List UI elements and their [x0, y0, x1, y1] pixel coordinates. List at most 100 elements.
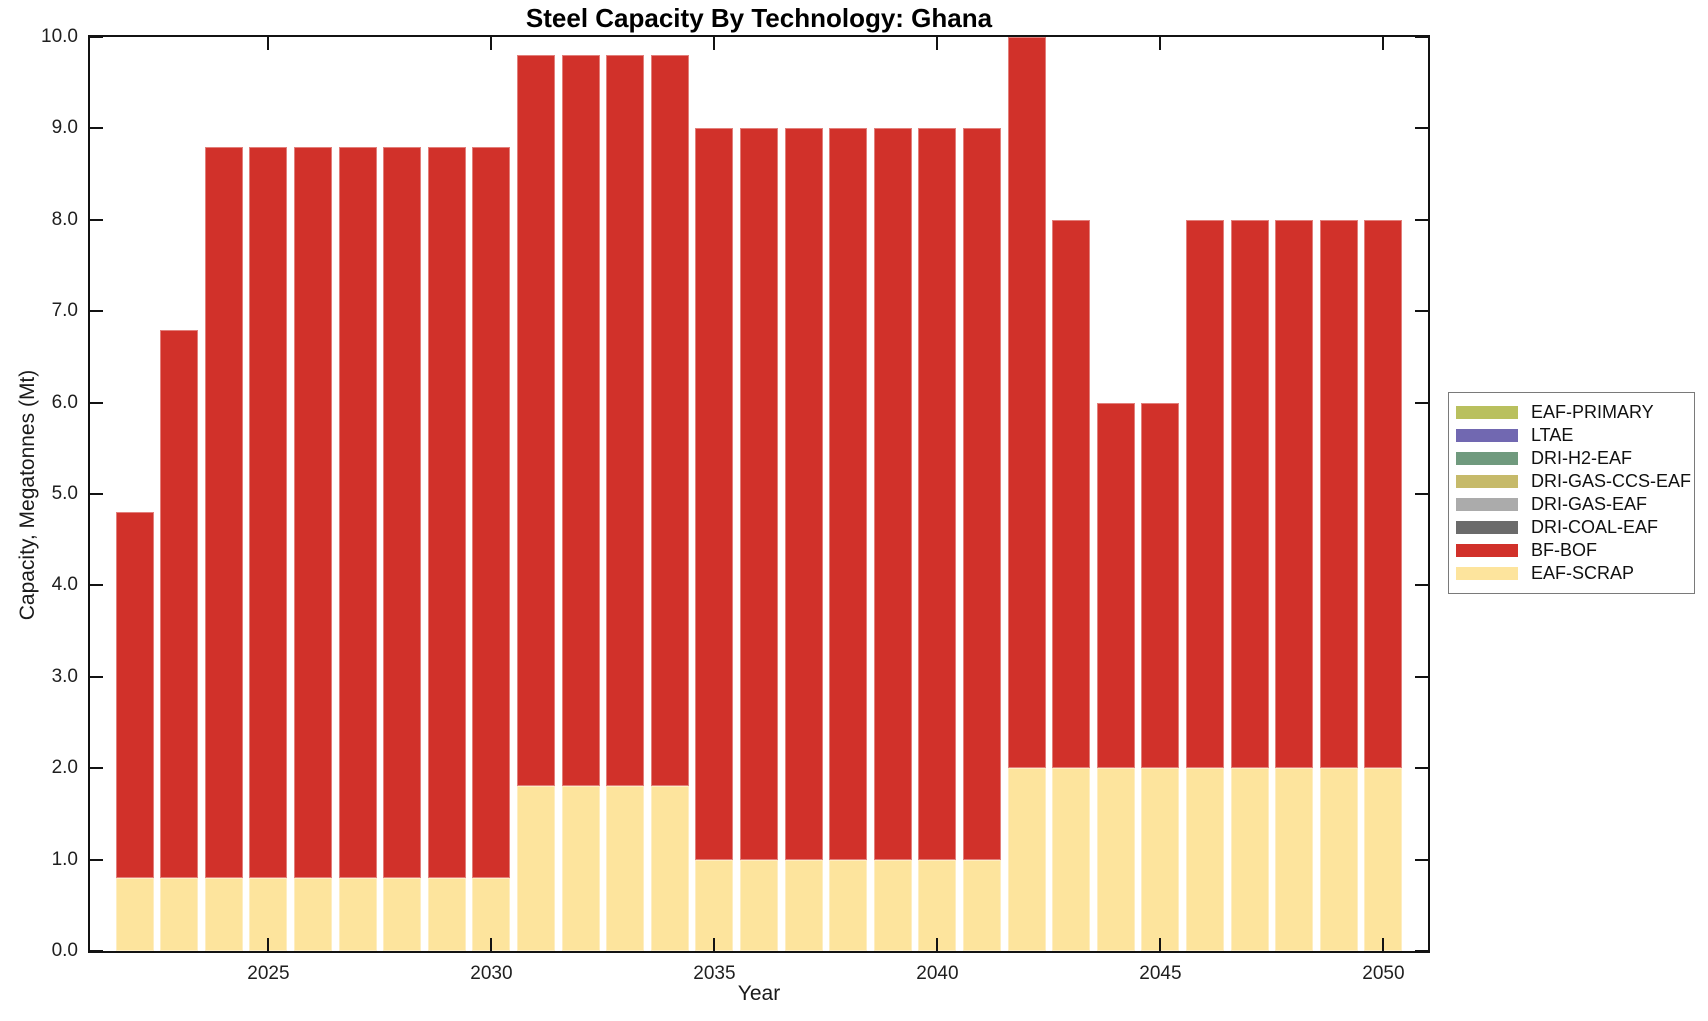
- bar-segment-eaf-scrap-2046: [1186, 768, 1224, 951]
- legend-item-eaf-primary: EAF-PRIMARY: [1449, 401, 1694, 424]
- bar-segment-eaf-scrap-2028: [383, 877, 422, 951]
- bar-segment-bf-bof-2025: [249, 146, 288, 878]
- legend-label: EAF-PRIMARY: [1531, 402, 1654, 422]
- bar-segment-bf-bof-2039: [873, 128, 912, 860]
- bar-segment-bf-bof-2047: [1230, 219, 1269, 769]
- y-tick-label-1.0: 1.0: [51, 848, 78, 870]
- bar-segment-bf-bof-2049: [1319, 219, 1358, 769]
- bar-segment-bf-bof-2036: [740, 128, 778, 860]
- legend-swatch-icon: [1456, 498, 1518, 511]
- bar-segment-eaf-scrap-2035: [695, 859, 734, 951]
- bar-segment-bf-bof-2027: [338, 146, 377, 878]
- legend-swatch-icon: [1456, 567, 1518, 580]
- bar-segment-bf-bof-2043: [1052, 219, 1091, 769]
- legend: EAF-PRIMARY LTAE DRI-H2-EAF DRI-GAS-CCS-EAF…: [1448, 392, 1695, 594]
- bar-segment-bf-bof-2044: [1096, 402, 1135, 769]
- y-tick-right-2.0: [1415, 767, 1428, 769]
- bar-segment-eaf-scrap-2044: [1096, 768, 1135, 951]
- x-tick-top-2025: [267, 37, 269, 50]
- y-tick-right-0.0: [1415, 950, 1428, 952]
- bar-segment-eaf-scrap-2036: [740, 859, 778, 951]
- legend-swatch-icon: [1456, 452, 1518, 465]
- x-tick-bottom-2040: [936, 938, 938, 951]
- bar-segment-bf-bof-2031: [517, 55, 555, 787]
- x-tick-bottom-2050: [1382, 938, 1384, 951]
- y-tick-label-3.0: 3.0: [51, 665, 78, 687]
- y-tick-left-3.0: [90, 676, 103, 678]
- bar-segment-eaf-scrap-2045: [1141, 768, 1180, 951]
- x-tick-bottom-2035: [713, 938, 715, 951]
- bar-segment-eaf-scrap-2022: [115, 877, 154, 951]
- y-tick-right-8.0: [1415, 219, 1428, 221]
- x-tick-label-2030: 2030: [470, 963, 513, 984]
- y-tick-label-8.0: 8.0: [51, 208, 78, 230]
- bar-segment-eaf-scrap-2038: [829, 859, 868, 951]
- bar-segment-eaf-scrap-2029: [427, 877, 466, 951]
- x-axis-label: Year: [737, 982, 781, 1005]
- legend-item-eaf-scrap: EAF-SCRAP: [1449, 562, 1694, 585]
- x-tick-top-2050: [1382, 37, 1384, 50]
- bar-segment-eaf-scrap-2024: [204, 877, 243, 951]
- bar-segment-bf-bof-2022: [115, 512, 154, 878]
- y-tick-right-9.0: [1415, 127, 1428, 129]
- bar-segment-eaf-scrap-2050: [1364, 768, 1403, 951]
- y-tick-left-8.0: [90, 219, 103, 221]
- y-tick-left-10.0: [90, 36, 103, 38]
- x-tick-label-2025: 2025: [247, 963, 290, 984]
- bar-segment-bf-bof-2042: [1007, 37, 1046, 769]
- y-tick-label-7.0: 7.0: [51, 300, 78, 322]
- y-tick-left-6.0: [90, 402, 103, 404]
- y-tick-label-6.0: 6.0: [51, 391, 78, 413]
- legend-swatch-icon: [1456, 521, 1518, 534]
- legend-label: BF-BOF: [1531, 540, 1597, 560]
- bar-segment-bf-bof-2038: [829, 128, 868, 860]
- bar-segment-eaf-scrap-2037: [784, 859, 823, 951]
- bar-segment-eaf-scrap-2034: [650, 786, 689, 951]
- y-tick-left-1.0: [90, 859, 103, 861]
- legend-item-dri-gas-ccs-eaf: DRI-GAS-CCS-EAF: [1449, 470, 1694, 493]
- y-tick-left-0.0: [90, 950, 103, 952]
- y-tick-right-4.0: [1415, 584, 1428, 586]
- x-tick-label-2035: 2035: [693, 963, 736, 984]
- bar-segment-eaf-scrap-2040: [918, 859, 957, 951]
- y-tick-label-0.0: 0.0: [51, 940, 78, 961]
- plot-area: [88, 35, 1430, 953]
- legend-item-bf-bof: BF-BOF: [1449, 539, 1694, 562]
- x-tick-bottom-2025: [267, 938, 269, 951]
- legend-swatch-icon: [1456, 406, 1518, 419]
- legend-swatch-icon: [1456, 544, 1518, 557]
- bar-segment-bf-bof-2030: [472, 146, 511, 878]
- y-tick-left-4.0: [90, 584, 103, 586]
- legend-label: DRI-GAS-CCS-EAF: [1531, 471, 1692, 491]
- bar-segment-bf-bof-2035: [695, 128, 734, 860]
- bar-segment-eaf-scrap-2041: [963, 859, 1001, 951]
- y-tick-left-7.0: [90, 310, 103, 312]
- bar-segment-bf-bof-2037: [784, 128, 823, 860]
- y-tick-left-9.0: [90, 127, 103, 129]
- x-tick-label-2040: 2040: [916, 963, 959, 984]
- bar-segment-eaf-scrap-2032: [561, 786, 600, 951]
- bar-segment-bf-bof-2041: [963, 128, 1001, 860]
- legend-label: EAF-SCRAP: [1531, 563, 1635, 583]
- y-tick-right-10.0: [1415, 36, 1428, 38]
- y-tick-right-3.0: [1415, 676, 1428, 678]
- bar-segment-eaf-scrap-2031: [517, 786, 555, 951]
- y-tick-right-6.0: [1415, 402, 1428, 404]
- y-tick-label-4.0: 4.0: [51, 574, 78, 596]
- bar-segment-bf-bof-2046: [1186, 219, 1224, 769]
- legend-label: DRI-COAL-EAF: [1531, 517, 1659, 537]
- legend-item-ltae: LTAE: [1449, 424, 1694, 447]
- y-tick-left-2.0: [90, 767, 103, 769]
- bar-segment-eaf-scrap-2027: [338, 877, 377, 951]
- x-tick-bottom-2045: [1159, 938, 1161, 951]
- bar-segment-bf-bof-2028: [383, 146, 422, 878]
- bars-layer: [90, 37, 1428, 951]
- x-tick-label-2045: 2045: [1139, 963, 1182, 984]
- x-tick-label-2050: 2050: [1362, 963, 1405, 984]
- ticks-layer: [90, 36, 1428, 952]
- x-tick-top-2045: [1159, 37, 1161, 50]
- bar-segment-eaf-scrap-2033: [606, 786, 645, 951]
- chart-title: Steel Capacity By Technology: Ghana: [525, 3, 993, 33]
- bar-segment-bf-bof-2050: [1364, 219, 1403, 769]
- bar-segment-eaf-scrap-2039: [873, 859, 912, 951]
